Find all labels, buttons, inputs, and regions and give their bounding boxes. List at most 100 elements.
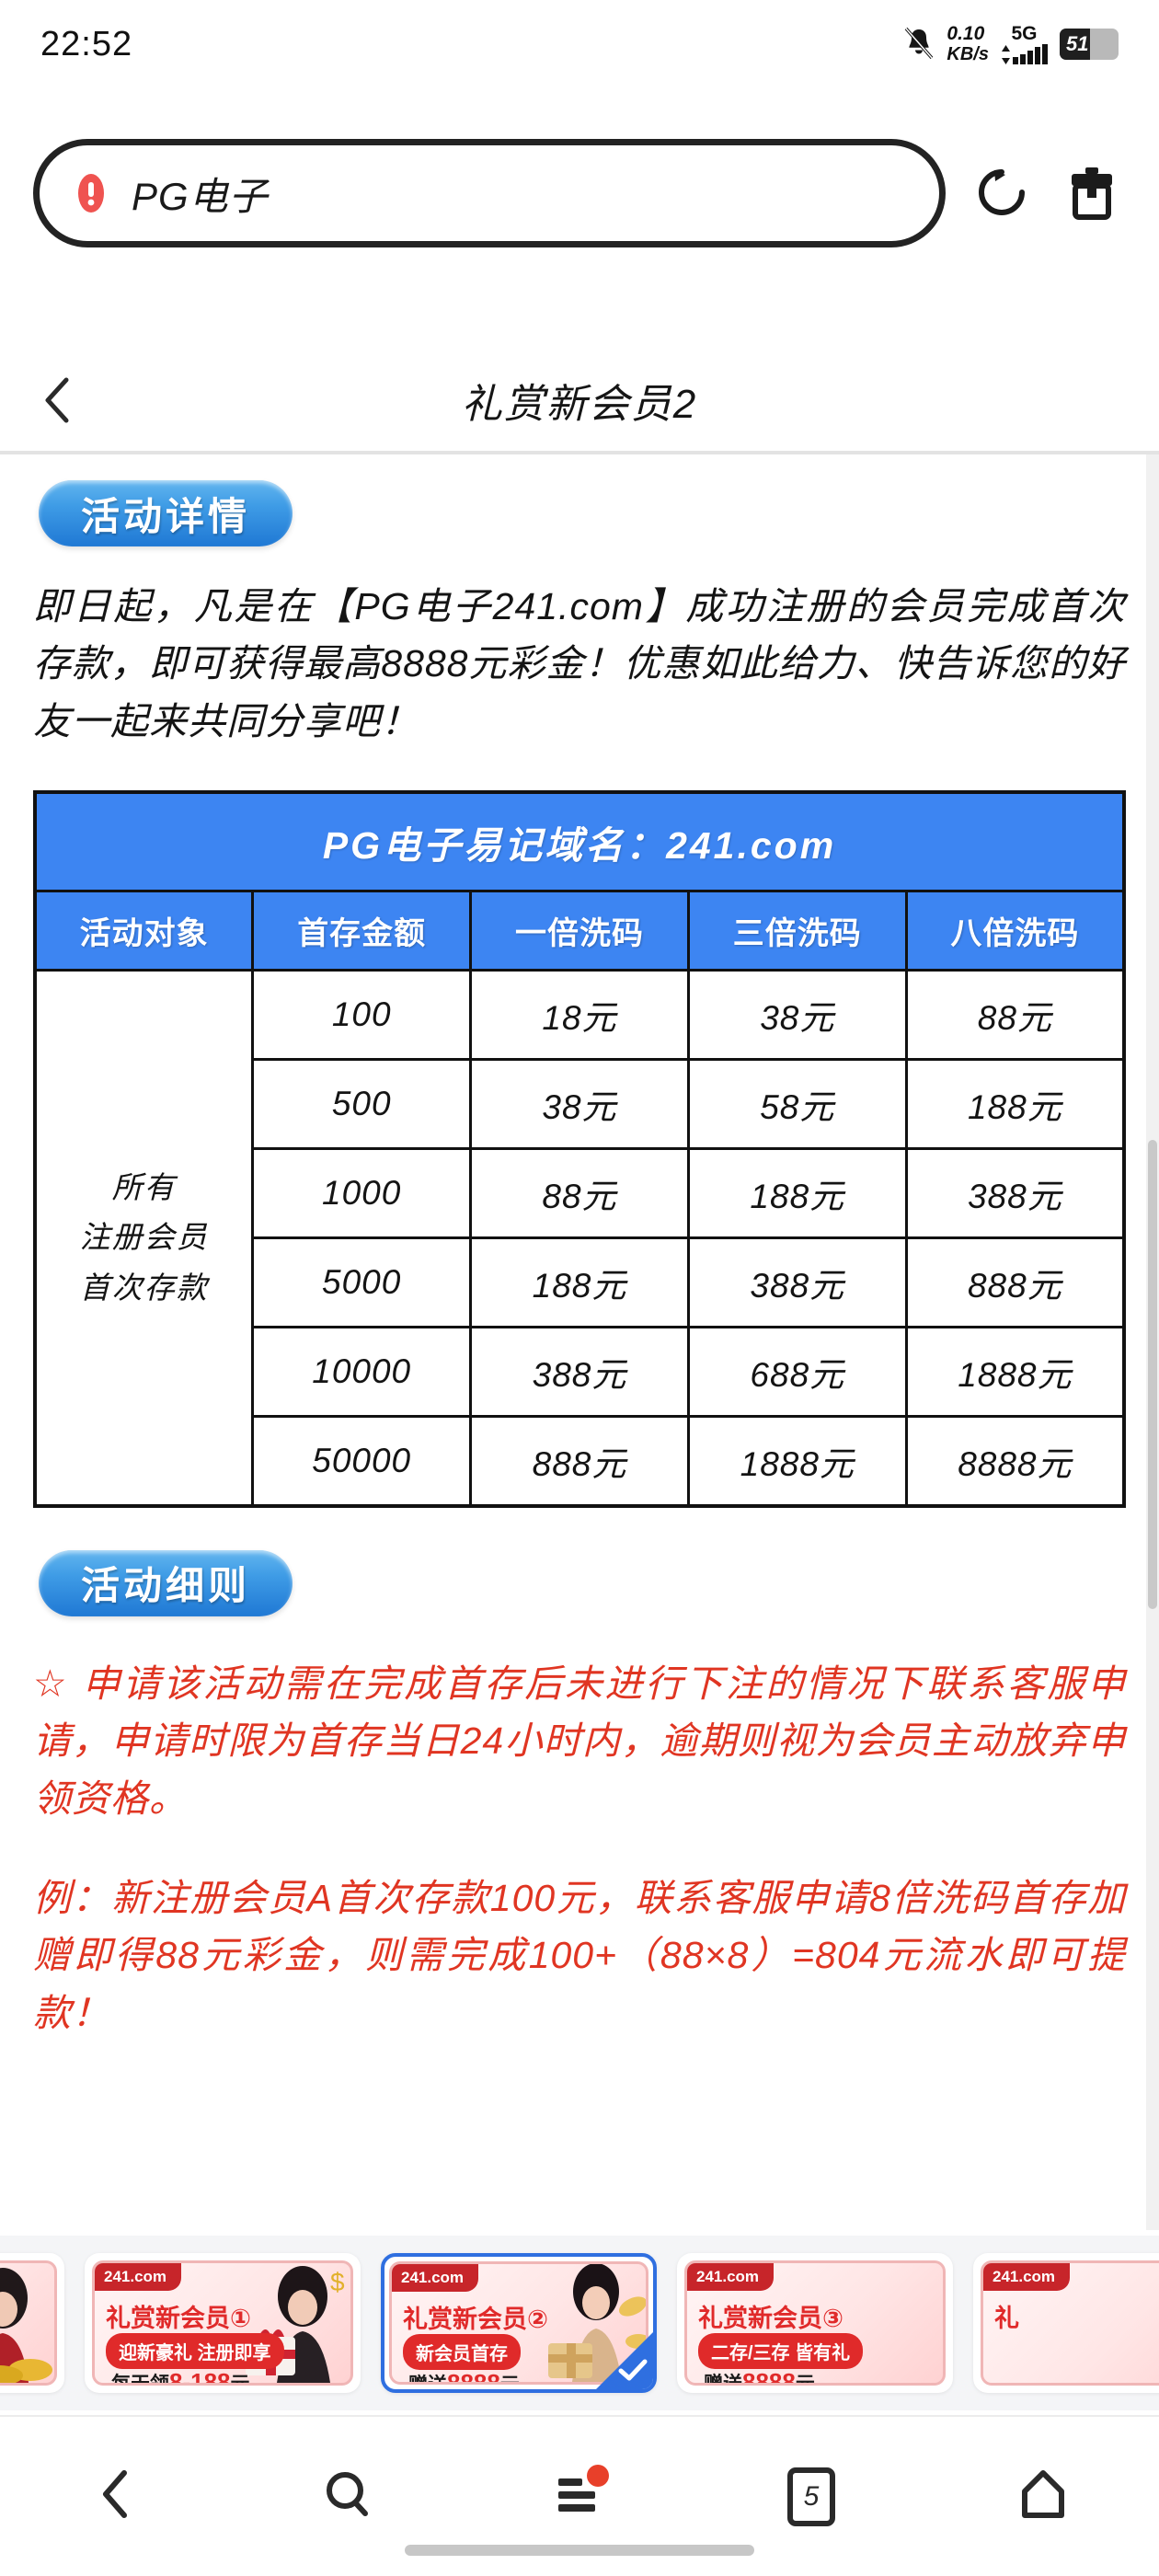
table-row: 1000 88元 188元 388元 bbox=[35, 1147, 1126, 1240]
cell-x1: 888元 bbox=[469, 1415, 690, 1508]
promo-table-wrapper: PG电子易记域名：241.com 活动对象 首存金额 一倍洗码 三倍洗码 八倍洗… bbox=[33, 789, 1126, 1508]
promo-card-body: 241.com 礼赏新会员③ 二存/三存 皆有礼 赠送8888元 bbox=[684, 2260, 946, 2386]
battery-indicator: 51 bbox=[1060, 29, 1119, 60]
cell-x3: 38元 bbox=[686, 969, 908, 1062]
promo-card-subtitle: 新会员首存 bbox=[403, 2334, 521, 2370]
cell-x8: 88元 bbox=[904, 969, 1126, 1062]
promo-card-amount: 每天领8-188元 bbox=[111, 2368, 250, 2386]
nav-search-button[interactable] bbox=[293, 2446, 403, 2547]
bell-muted-icon bbox=[903, 27, 935, 62]
promo-amount-suffix: 元 bbox=[230, 2374, 250, 2386]
promo-card-subtitle: 二存/三存 皆有礼 bbox=[698, 2333, 864, 2369]
table-row: 所有 注册会员 首次存款 100 18元 38元 88元 bbox=[33, 969, 1126, 1508]
gesture-home-bar[interactable] bbox=[405, 2545, 754, 2556]
cell-deposit: 10000 bbox=[251, 1326, 473, 1419]
chevron-left-icon[interactable] bbox=[37, 374, 79, 426]
table-row: 5000 188元 388元 888元 bbox=[35, 1236, 1126, 1329]
promo-table: PG电子易记域名：241.com 活动对象 首存金额 一倍洗码 三倍洗码 八倍洗… bbox=[33, 789, 1126, 1508]
promo-card[interactable]: 241.com 礼赏新会员① 迎新豪礼 注册即享 每天领8-188元 $ bbox=[85, 2253, 361, 2393]
cell-deposit: 5000 bbox=[251, 1236, 473, 1329]
cell-deposit: 100 bbox=[251, 969, 473, 1062]
signal-bars-icon bbox=[1013, 44, 1048, 64]
promo-card-title: 礼赏新会员③ bbox=[698, 2305, 843, 2332]
promo-amount-prefix: 赠送 bbox=[408, 2375, 447, 2382]
cell-deposit: 500 bbox=[251, 1058, 473, 1151]
status-bar: 22:52 0.10 KB/s 5G bbox=[0, 0, 1159, 88]
nav-tabs-button[interactable]: 5 bbox=[756, 2446, 866, 2547]
promo-amount-prefix: 赠送 bbox=[704, 2374, 742, 2386]
page-scrollbar-track[interactable] bbox=[1146, 454, 1159, 2230]
tab-count-label: 5 bbox=[787, 2467, 835, 2526]
cell-x3: 188元 bbox=[686, 1147, 908, 1240]
promo-card[interactable]: 241.com 礼 bbox=[973, 2253, 1159, 2393]
promo-card[interactable]: 241.com 礼赏新会员②新会员首存赠送8888元 bbox=[381, 2253, 657, 2393]
promo-card-amount: 赠送8888元 bbox=[408, 2369, 520, 2385]
column-header-x8: 八倍洗码 bbox=[904, 890, 1126, 972]
table-header-row: 活动对象 首存金额 一倍洗码 三倍洗码 八倍洗码 bbox=[33, 890, 1126, 972]
promo-card-title: 礼 bbox=[994, 2305, 1019, 2332]
activity-example-text: 例：新注册会员A首次存款100元，联系客服申请8倍洗码首存加赠即得88元彩金，则… bbox=[33, 1876, 1126, 2034]
promo-domain-tag: 241.com bbox=[983, 2263, 1071, 2291]
address-bar-text[interactable]: PG电子 bbox=[132, 174, 269, 218]
promo-card-figure bbox=[530, 2264, 646, 2382]
column-header-object: 活动对象 bbox=[33, 890, 255, 972]
nav-menu-button[interactable] bbox=[524, 2446, 635, 2547]
cell-x1: 18元 bbox=[469, 969, 690, 1062]
promo-card[interactable]: 241.com bbox=[0, 2253, 64, 2393]
promo-card-body: 241.com 礼赏新会员②新会员首存赠送8888元 bbox=[389, 2261, 648, 2385]
promo-domain-tag: 241.com bbox=[95, 2263, 182, 2291]
header-divider bbox=[0, 451, 1159, 454]
activity-rule-text: ☆ 申请该活动需在完成首存后未进行下注的情况下联系客服申请，申请时限为首存当日2… bbox=[33, 1662, 1126, 1820]
column-header-x1: 一倍洗码 bbox=[469, 890, 690, 972]
nav-home-button[interactable] bbox=[988, 2446, 1098, 2547]
cell-x8: 888元 bbox=[904, 1236, 1126, 1329]
promo-domain-tag: 241.com bbox=[687, 2263, 775, 2291]
promo-amount-prefix: 每天领 bbox=[111, 2374, 169, 2386]
page-scrollbar-thumb[interactable] bbox=[1148, 1140, 1157, 1609]
search-icon bbox=[319, 2466, 376, 2527]
network-speed-unit: KB/s bbox=[947, 43, 989, 64]
svg-text:$: $ bbox=[330, 2268, 345, 2296]
network-speed: 0.10 KB/s bbox=[947, 24, 989, 63]
briefcase-icon[interactable] bbox=[1058, 159, 1126, 227]
status-indicators: 0.10 KB/s 5G 51 bbox=[903, 24, 1119, 64]
promo-amount-value: 8888 bbox=[447, 2369, 500, 2385]
promo-card-body: 241.com 礼 bbox=[981, 2260, 1159, 2386]
column-header-x3: 三倍洗码 bbox=[686, 890, 908, 972]
promo-card-figure bbox=[1123, 2263, 1159, 2383]
browser-bottom-nav: 5 bbox=[0, 2415, 1159, 2576]
refresh-icon[interactable] bbox=[968, 159, 1036, 227]
promo-card-body: 241.com bbox=[0, 2260, 57, 2386]
warning-insecure-icon[interactable] bbox=[71, 171, 111, 215]
cell-x1: 188元 bbox=[469, 1236, 690, 1329]
status-time: 22:52 bbox=[40, 24, 133, 63]
promo-amount-value: 8-188 bbox=[169, 2368, 231, 2386]
promo-card-title: 礼赏新会员② bbox=[403, 2306, 548, 2333]
table-row: 500 38元 58元 188元 bbox=[35, 1058, 1126, 1151]
chevron-left-icon bbox=[95, 2466, 137, 2527]
network-type-label: 5G bbox=[1011, 23, 1038, 44]
promo-card-subtitle: 迎新豪礼 注册即享 bbox=[106, 2333, 284, 2369]
cell-x3: 58元 bbox=[686, 1058, 908, 1151]
nav-back-button[interactable] bbox=[61, 2446, 171, 2547]
table-row: 50000 888元 1888元 8888元 bbox=[35, 1415, 1126, 1508]
section-badge-rules: 活动细则 bbox=[39, 1549, 293, 1616]
promo-card-figure bbox=[0, 2263, 54, 2383]
cell-deposit: 50000 bbox=[251, 1415, 473, 1508]
address-bar[interactable]: PG电子 bbox=[33, 139, 946, 247]
cell-x8: 8888元 bbox=[904, 1415, 1126, 1508]
page-header: 礼赏新会员2 bbox=[0, 350, 1159, 451]
section-badge-detail: 活动详情 bbox=[39, 480, 293, 546]
cell-x3: 1888元 bbox=[686, 1415, 908, 1508]
promo-card-title: 礼赏新会员① bbox=[106, 2305, 251, 2332]
promo-card[interactable]: 241.com 礼赏新会员③ 二存/三存 皆有礼 赠送8888元 bbox=[677, 2253, 953, 2393]
column-header-deposit: 首存金额 bbox=[251, 890, 473, 972]
cell-x3: 388元 bbox=[686, 1236, 908, 1329]
cell-x8: 188元 bbox=[904, 1058, 1126, 1151]
cell-x8: 388元 bbox=[904, 1147, 1126, 1240]
menu-icon bbox=[549, 2466, 610, 2527]
signal-indicator: 5G bbox=[1001, 24, 1048, 64]
promo-amount-suffix: 元 bbox=[500, 2375, 520, 2382]
